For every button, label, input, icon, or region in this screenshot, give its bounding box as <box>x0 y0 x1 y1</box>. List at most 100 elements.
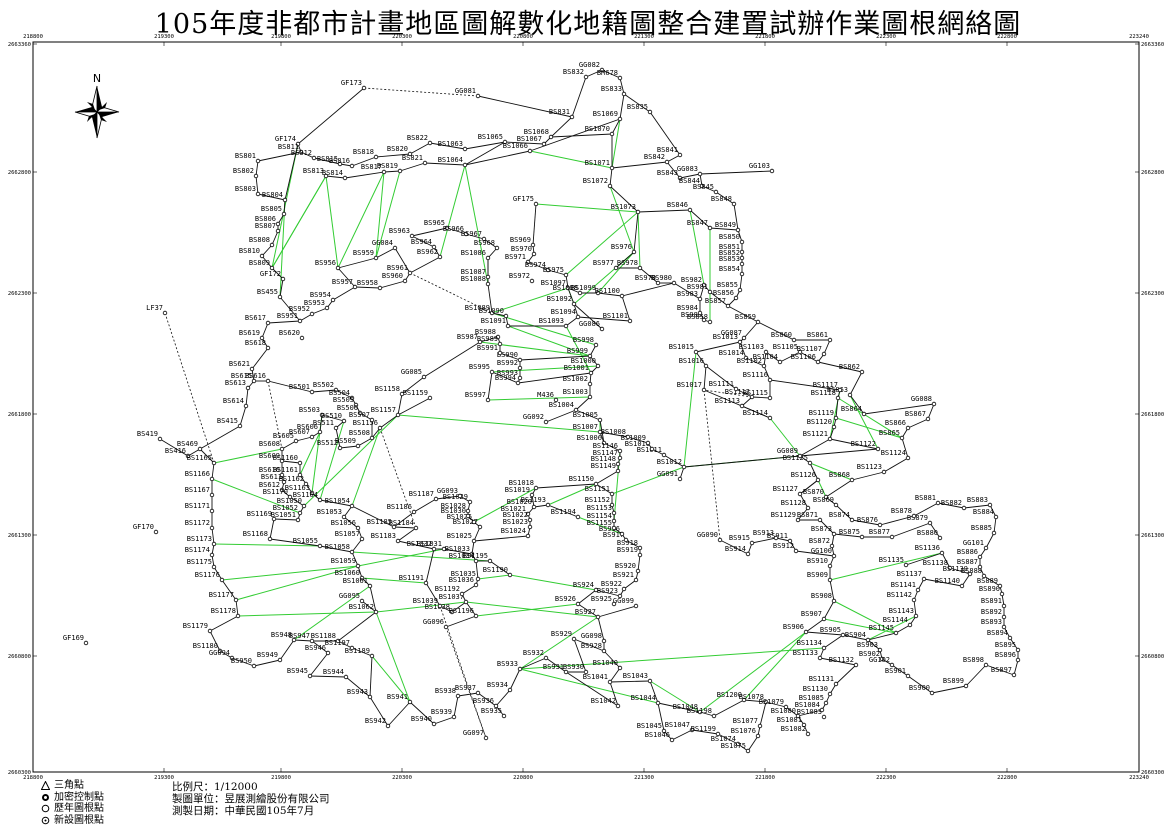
control-point-marker <box>1015 657 1021 663</box>
control-point-marker <box>153 529 159 535</box>
control-point-marker <box>583 669 589 675</box>
control-point-marker <box>473 613 479 619</box>
control-point-label: BS1062 <box>349 603 374 611</box>
control-point-marker <box>317 429 323 435</box>
network-line <box>637 209 691 213</box>
network-line <box>739 341 747 359</box>
control-point-label: BS1006 <box>577 434 602 442</box>
control-point-label: BS806 <box>255 215 276 223</box>
control-point-marker <box>373 609 379 615</box>
network-line <box>603 442 621 452</box>
control-point-marker <box>983 662 989 668</box>
control-point-marker <box>861 411 867 417</box>
control-point-label: BS1002 <box>563 375 588 383</box>
legend-item: 新設圖根點 <box>40 815 104 827</box>
control-point-label: GG103 <box>749 162 770 170</box>
control-point-label: BS947 <box>289 632 310 640</box>
network-line <box>689 209 705 286</box>
network-line <box>825 479 853 498</box>
control-point-marker <box>827 691 833 697</box>
network-line <box>985 664 1015 676</box>
control-point-label: BS1192 <box>435 585 460 593</box>
network-line <box>351 551 359 567</box>
legend-label: 新設圖根點 <box>54 814 104 826</box>
control-point-label: BS1187 <box>409 490 434 498</box>
control-point-marker <box>324 305 330 311</box>
control-point-marker <box>281 479 287 485</box>
network-line <box>379 414 399 429</box>
control-point-label: BS1116 <box>743 371 768 379</box>
network-line <box>963 504 991 509</box>
control-point-marker <box>515 380 521 386</box>
control-point-marker <box>669 737 675 743</box>
control-point-label: BS925 <box>591 595 612 603</box>
network-line <box>701 185 717 193</box>
coordinate-ticks: 218800 219300 219800 220300 220800 221300 2218… <box>8 34 1164 781</box>
tick-label: 219800 <box>271 34 291 40</box>
control-point-label: BS1034 <box>449 552 474 560</box>
network-line <box>913 599 917 617</box>
control-point-label: BS895 <box>995 641 1016 649</box>
network-line <box>211 462 215 480</box>
control-point-marker <box>229 655 235 661</box>
control-point-label: BS978 <box>617 259 638 267</box>
control-point-label: BS993 <box>497 369 518 377</box>
control-point-marker <box>833 415 839 421</box>
network-line <box>271 230 279 246</box>
control-point-marker <box>303 481 309 487</box>
network-line <box>369 696 389 727</box>
control-point-marker <box>571 636 577 642</box>
network-line <box>235 599 239 617</box>
network-line <box>671 729 693 741</box>
tick-label: 220800 <box>513 34 533 40</box>
tick-label: 219300 <box>154 775 174 781</box>
control-point-label: BS1185 <box>367 518 392 526</box>
network-line <box>619 77 625 95</box>
control-point-label: BS1194 <box>551 508 576 516</box>
control-point-marker <box>493 703 499 709</box>
tick-label: 220800 <box>513 775 533 781</box>
network-line <box>319 499 353 507</box>
network-line <box>795 550 835 557</box>
network-line <box>253 659 281 667</box>
control-point-marker <box>309 490 315 496</box>
network-line <box>279 296 301 322</box>
network-line <box>335 427 341 449</box>
network-line <box>601 69 621 79</box>
network-line <box>409 701 435 725</box>
network-line <box>425 548 435 584</box>
network-line <box>547 504 579 518</box>
control-point-marker <box>1001 624 1007 630</box>
control-point-label: BS1165 <box>187 454 212 462</box>
control-point-marker <box>647 109 653 115</box>
date-text: 測製日期：中華民國105年7月 <box>172 805 315 817</box>
control-point-marker <box>575 514 581 520</box>
control-point-label: BS455 <box>257 288 278 296</box>
network-line <box>303 414 399 507</box>
north-label: N <box>93 72 101 85</box>
control-point-label: BS871 <box>797 511 818 519</box>
control-point-label: BS853 <box>719 255 740 263</box>
control-point-marker <box>471 519 477 525</box>
network-line <box>765 351 781 363</box>
control-point-marker <box>613 265 619 271</box>
control-point-label: BS1188 <box>311 632 336 640</box>
network-line <box>397 397 431 416</box>
control-point-marker <box>373 154 379 160</box>
control-point-label: BS1144 <box>883 616 908 624</box>
control-point-marker <box>381 169 387 175</box>
control-point-marker <box>543 419 549 425</box>
network-line <box>519 355 591 361</box>
control-point-marker <box>185 453 191 459</box>
control-point-label: BS884 <box>973 508 994 516</box>
control-point-label: BS822 <box>407 134 428 142</box>
control-point-label: BS620 <box>279 329 300 337</box>
network-line <box>299 313 313 322</box>
control-point-label: BS504 <box>329 389 350 397</box>
network-line <box>279 278 284 298</box>
control-point-label: BS920 <box>615 562 636 570</box>
network-line <box>345 676 371 698</box>
control-point-label: BS1156 <box>353 419 378 427</box>
control-point-label: BS804 <box>262 191 283 199</box>
network-line <box>411 227 448 237</box>
